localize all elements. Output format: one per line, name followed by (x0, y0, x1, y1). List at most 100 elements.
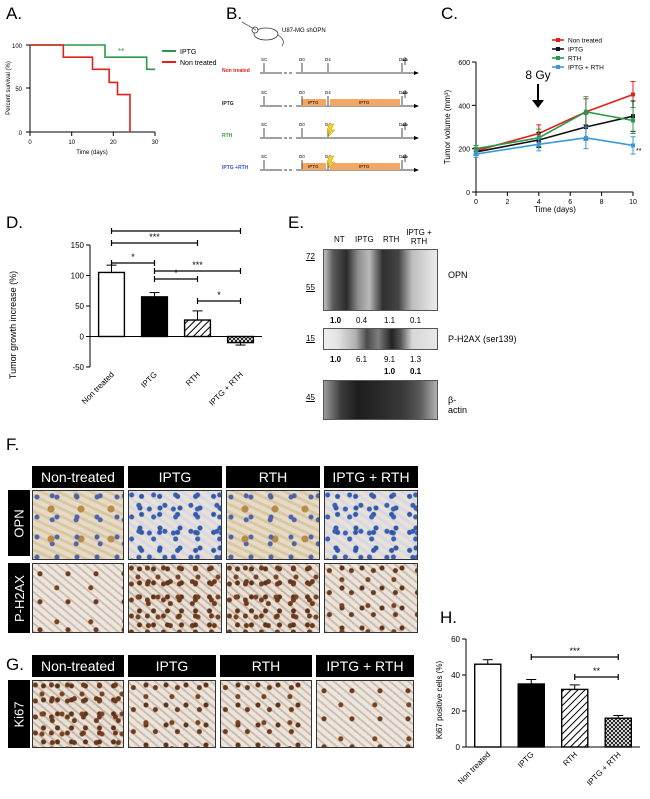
volume-point (583, 109, 588, 114)
ki67-ylabel: Ki67 positive cells (%) (435, 661, 444, 740)
volume-ytick: 600 (458, 60, 470, 67)
opn-label: OPN (448, 270, 468, 280)
schedule-mark-label: SC (261, 90, 268, 95)
significance-stars: *** (569, 646, 580, 656)
volume-line (475, 137, 634, 155)
schedule-mark-label: SC (261, 122, 268, 127)
bar (604, 717, 632, 748)
opn-blot (323, 249, 438, 311)
cell-line-label: U87-MG shOPN (282, 28, 326, 34)
ihc-opn-rth (226, 490, 320, 560)
volume-legend-marker (556, 56, 560, 60)
iptg-bar (330, 163, 400, 170)
survival-xtick: 20 (110, 140, 117, 146)
survival-ytick: 0 (19, 131, 23, 137)
ph2ax-label: P-H2AX (ser139) (448, 334, 517, 344)
schedule-mark-label: D10 (399, 57, 408, 62)
lane-label-rth: RTH (383, 235, 400, 244)
panel-letter-b: B. (226, 4, 243, 23)
panel-letter-a: A. (6, 4, 23, 23)
significance-stars: * (174, 268, 178, 278)
ph2ax-quant-combo: 1.3 (410, 355, 422, 364)
bar (97, 271, 126, 338)
opn-quant-iptg: 0.4 (356, 316, 368, 325)
schedule-label: RTH (222, 133, 233, 139)
survival-axes (26, 44, 156, 136)
panel-letter-c: C. (441, 4, 458, 23)
bar-ytick: -50 (72, 363, 84, 372)
western-blot-panel: NT IPTG RTH IPTG + RTH OPN 72 55 1.0 0.4… (288, 225, 517, 425)
survival-line-non-treated (30, 44, 131, 132)
bar (140, 296, 169, 338)
f-row-label-ph2ax: P-H2AX (8, 563, 30, 633)
volume-line (475, 93, 634, 152)
significance-stars: * (217, 290, 221, 300)
bar-ytick: 0 (456, 743, 461, 752)
panel-letter-d: D. (6, 213, 23, 232)
volume-point (631, 92, 635, 97)
volume-legend-marker (556, 65, 560, 69)
ph2ax-quant-nt: 1.0 (330, 355, 342, 364)
survival-ytick: 50 (15, 87, 22, 93)
significance-stars: ** (593, 666, 601, 676)
bar (183, 319, 212, 338)
survival-xtick: 30 (152, 140, 159, 146)
schedule-mark-label: D4 (325, 57, 331, 62)
iptg-bar-label: IPTG (308, 100, 319, 105)
schedule-mark-label: D4 (325, 90, 331, 95)
ihc-opn-non-treated (32, 490, 124, 560)
volume-legend-marker (556, 47, 560, 51)
schedule-mark-label: D4 (325, 154, 331, 159)
panel-letter-f: F. (6, 435, 20, 454)
bar-ytick: 100 (71, 272, 85, 281)
volume-point (474, 152, 478, 157)
volume-ytick: 200 (458, 147, 470, 154)
survival-xtick: 10 (68, 140, 75, 146)
volume-xtick: 10 (629, 199, 637, 206)
marker-55: 55 (306, 283, 315, 292)
opn-quant-nt: 1.0 (330, 316, 342, 325)
g-header-iptg: IPTG (128, 655, 216, 677)
volume-xtick: 2 (505, 199, 509, 206)
bar-category-label: Non treated (80, 370, 116, 406)
bar-ytick: 20 (451, 707, 460, 716)
ph2ax-quant2-rth: 1.0 (384, 367, 396, 376)
volume-legend-label: IPTG + RTH (568, 65, 604, 72)
radiation-bolt-icon (326, 155, 336, 170)
iptg-bar (302, 163, 326, 170)
survival-xtick: 0 (28, 140, 32, 146)
schedule-mark-label: D0 (299, 122, 305, 127)
dose-arrow-icon (532, 84, 544, 108)
volume-point (474, 146, 478, 151)
radiation-bolt-icon (326, 123, 336, 138)
actin-blot (323, 380, 438, 420)
ph2ax-quant-rth: 9.1 (384, 355, 396, 364)
lane-label-combo: IPTG + RTH (406, 228, 432, 246)
lane-label-iptg: IPTG (355, 235, 374, 244)
schedule-label: Non treated (222, 68, 250, 74)
bar-category-label: Non treated (456, 750, 492, 786)
bar-ytick: 50 (75, 302, 84, 311)
marker-72: 72 (306, 252, 315, 261)
bar-ytick: 60 (451, 635, 460, 644)
ihc-ph2ax-combo (324, 563, 418, 633)
bar-ytick: 40 (451, 671, 460, 680)
volume-significance: ** (636, 148, 642, 155)
ph2ax-blot (323, 328, 438, 350)
survival-line-iptg (30, 44, 155, 71)
growth-chart-body: -50 0 50 100 150 Non treated IPTG RTH IPTG + RTH… (71, 225, 262, 408)
bar (517, 683, 545, 748)
volume-point (583, 135, 588, 140)
schedule-mark-label: D4 (325, 122, 331, 127)
survival-xlabel: Time (days) (76, 150, 107, 156)
volume-legend-label: RTH (568, 56, 582, 63)
panel-letter-g: G. (6, 655, 24, 674)
volume-lines (473, 81, 636, 158)
bar (474, 663, 502, 748)
volume-ytick: 0 (466, 190, 470, 197)
f-header-rth: RTH (226, 466, 320, 488)
volume-legend: Non treated IPTG RTH IPTG + RTH (552, 38, 604, 72)
ihc-ki67-non-treated (32, 680, 124, 748)
g-header-rth: RTH (220, 655, 312, 677)
volume-xtick: 4 (537, 199, 541, 206)
